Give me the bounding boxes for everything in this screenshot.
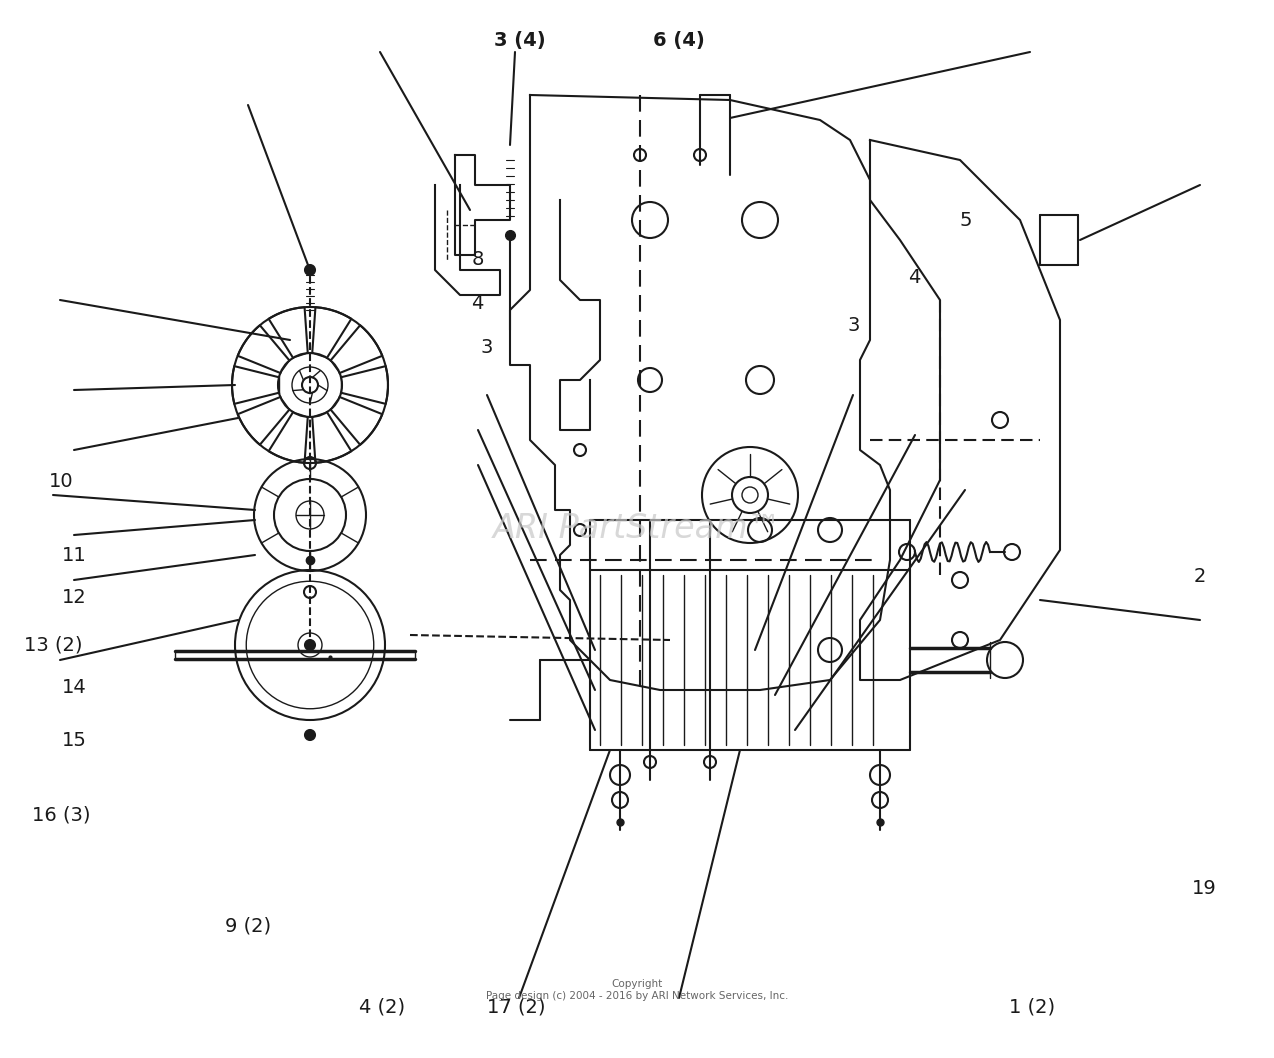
Text: 3: 3	[847, 316, 860, 335]
Circle shape	[304, 640, 315, 650]
Text: 19: 19	[1191, 879, 1217, 898]
Text: 3 (4): 3 (4)	[494, 31, 545, 50]
Circle shape	[304, 264, 315, 275]
Text: 16 (3): 16 (3)	[32, 805, 90, 824]
Text: 11: 11	[61, 546, 87, 565]
Text: 4 (2): 4 (2)	[359, 998, 405, 1017]
Circle shape	[302, 377, 318, 393]
Text: Copyright
Page design (c) 2004 - 2016 by ARI Network Services, Inc.: Copyright Page design (c) 2004 - 2016 by…	[485, 980, 789, 1001]
Text: ARI PartStream™: ARI PartStream™	[493, 512, 781, 546]
Text: 17 (2): 17 (2)	[487, 998, 545, 1017]
Circle shape	[304, 730, 315, 740]
Text: 6 (4): 6 (4)	[654, 31, 705, 50]
Text: 3: 3	[480, 338, 493, 357]
Text: 4: 4	[471, 294, 484, 313]
Text: 15: 15	[61, 731, 87, 750]
Text: 5: 5	[959, 211, 972, 230]
Text: 10: 10	[48, 472, 74, 491]
Text: 4: 4	[908, 268, 921, 287]
Text: 8: 8	[471, 250, 484, 269]
Text: 2: 2	[1194, 567, 1206, 586]
Text: 9 (2): 9 (2)	[225, 916, 271, 935]
Text: 1 (2): 1 (2)	[1009, 998, 1055, 1017]
Text: 12: 12	[61, 588, 87, 607]
Text: 13 (2): 13 (2)	[24, 636, 83, 655]
Text: 14: 14	[61, 678, 87, 697]
